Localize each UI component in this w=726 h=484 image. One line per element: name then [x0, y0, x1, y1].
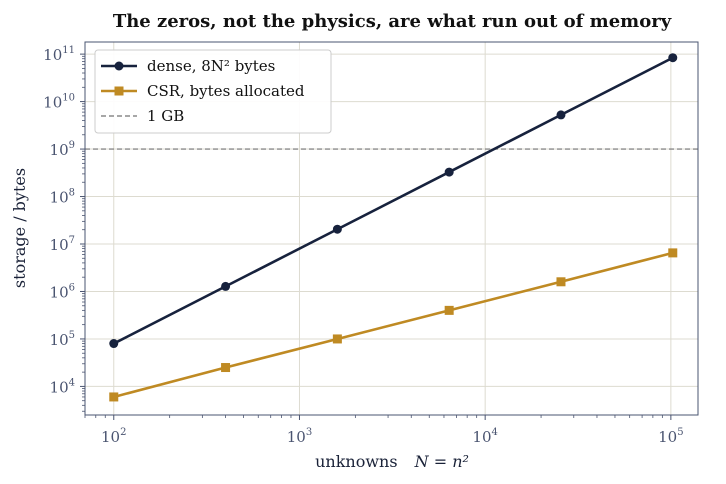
legend-marker	[114, 61, 124, 71]
y-tick-label: 104	[50, 377, 75, 396]
y-tick-label: 105	[50, 330, 75, 349]
y-axis-label: storage / bytes	[10, 168, 29, 288]
legend-label: dense, 8N² bytes	[147, 57, 275, 75]
data-point	[332, 334, 342, 344]
x-tick-label-exponent: 2	[120, 427, 126, 438]
y-tick-label-exponent: 7	[69, 235, 75, 246]
series-layer	[109, 53, 678, 402]
x-tick-label-exponent: 5	[677, 427, 683, 438]
y-tick-label: 107	[50, 235, 75, 254]
y-tick-label: 109	[50, 140, 75, 159]
legend-label: CSR, bytes allocated	[147, 82, 305, 100]
data-point	[444, 167, 454, 177]
y-tick-label: 106	[50, 282, 75, 301]
x-axis-label: unknowns N = n²	[315, 452, 469, 471]
y-tick-label-base: 10	[43, 46, 62, 64]
x-axis-label-text: unknowns	[315, 452, 397, 471]
x-tick-label-base: 10	[472, 428, 491, 446]
x-tick-label-base: 10	[658, 428, 677, 446]
data-point	[221, 281, 231, 291]
y-tick-label-base: 10	[50, 378, 69, 396]
x-tick-label: 102	[101, 427, 126, 446]
legend: dense, 8N² bytes CSR, bytes allocated 1 GB	[94, 49, 332, 134]
x-axis-label-math: N = n²	[414, 452, 469, 471]
legend-entry-1: dense, 8N² bytes	[101, 57, 275, 75]
x-tick-label: 103	[287, 427, 312, 446]
y-tick-label: 1010	[43, 93, 75, 112]
legend-marker	[114, 86, 124, 96]
series-2	[109, 248, 678, 402]
legend-entry-reference: 1 GB	[101, 107, 184, 125]
data-point	[444, 305, 454, 315]
y-tick-label: 1011	[43, 45, 75, 64]
data-point	[668, 248, 678, 258]
y-tick-label-exponent: 5	[69, 330, 75, 341]
data-point	[221, 363, 231, 373]
x-tick-label: 105	[658, 427, 683, 446]
plot-frame	[84, 41, 699, 416]
chart-title: The zeros, not the physics, are what run…	[113, 11, 672, 32]
legend-label: 1 GB	[147, 107, 184, 125]
x-tick-label: 104	[472, 427, 497, 446]
data-point	[668, 53, 678, 63]
y-tick-label-base: 10	[50, 331, 69, 349]
data-point	[109, 339, 119, 349]
series-line	[113, 56, 674, 345]
legend-entry-2: CSR, bytes allocated	[101, 82, 305, 100]
legend-box	[94, 49, 332, 134]
y-tick-label: 108	[50, 188, 75, 207]
x-tick-label-base: 10	[287, 428, 306, 446]
y-tick-label-base: 10	[50, 141, 69, 159]
y-tick-label-exponent: 6	[69, 282, 75, 293]
data-point	[109, 392, 119, 402]
y-tick-label-exponent: 9	[69, 140, 75, 151]
y-tick-label-exponent: 4	[69, 377, 75, 388]
y-tick-label-exponent: 8	[69, 188, 75, 199]
series-1	[109, 53, 678, 349]
y-tick-label-exponent: 11	[62, 45, 75, 56]
y-tick-label-base: 10	[43, 94, 62, 112]
x-axis-ticks: 102 103 104 105	[84, 415, 684, 446]
series-line	[113, 251, 674, 399]
data-point	[556, 277, 566, 287]
x-tick-label-exponent: 4	[492, 427, 498, 438]
data-point	[332, 224, 342, 234]
y-tick-label-base: 10	[50, 283, 69, 301]
x-tick-label-base: 10	[101, 428, 120, 446]
y-tick-label-base: 10	[50, 236, 69, 254]
y-tick-label-base: 10	[50, 189, 69, 207]
y-tick-label-exponent: 10	[62, 93, 75, 104]
x-tick-label-exponent: 3	[306, 427, 312, 438]
data-point	[556, 110, 566, 120]
